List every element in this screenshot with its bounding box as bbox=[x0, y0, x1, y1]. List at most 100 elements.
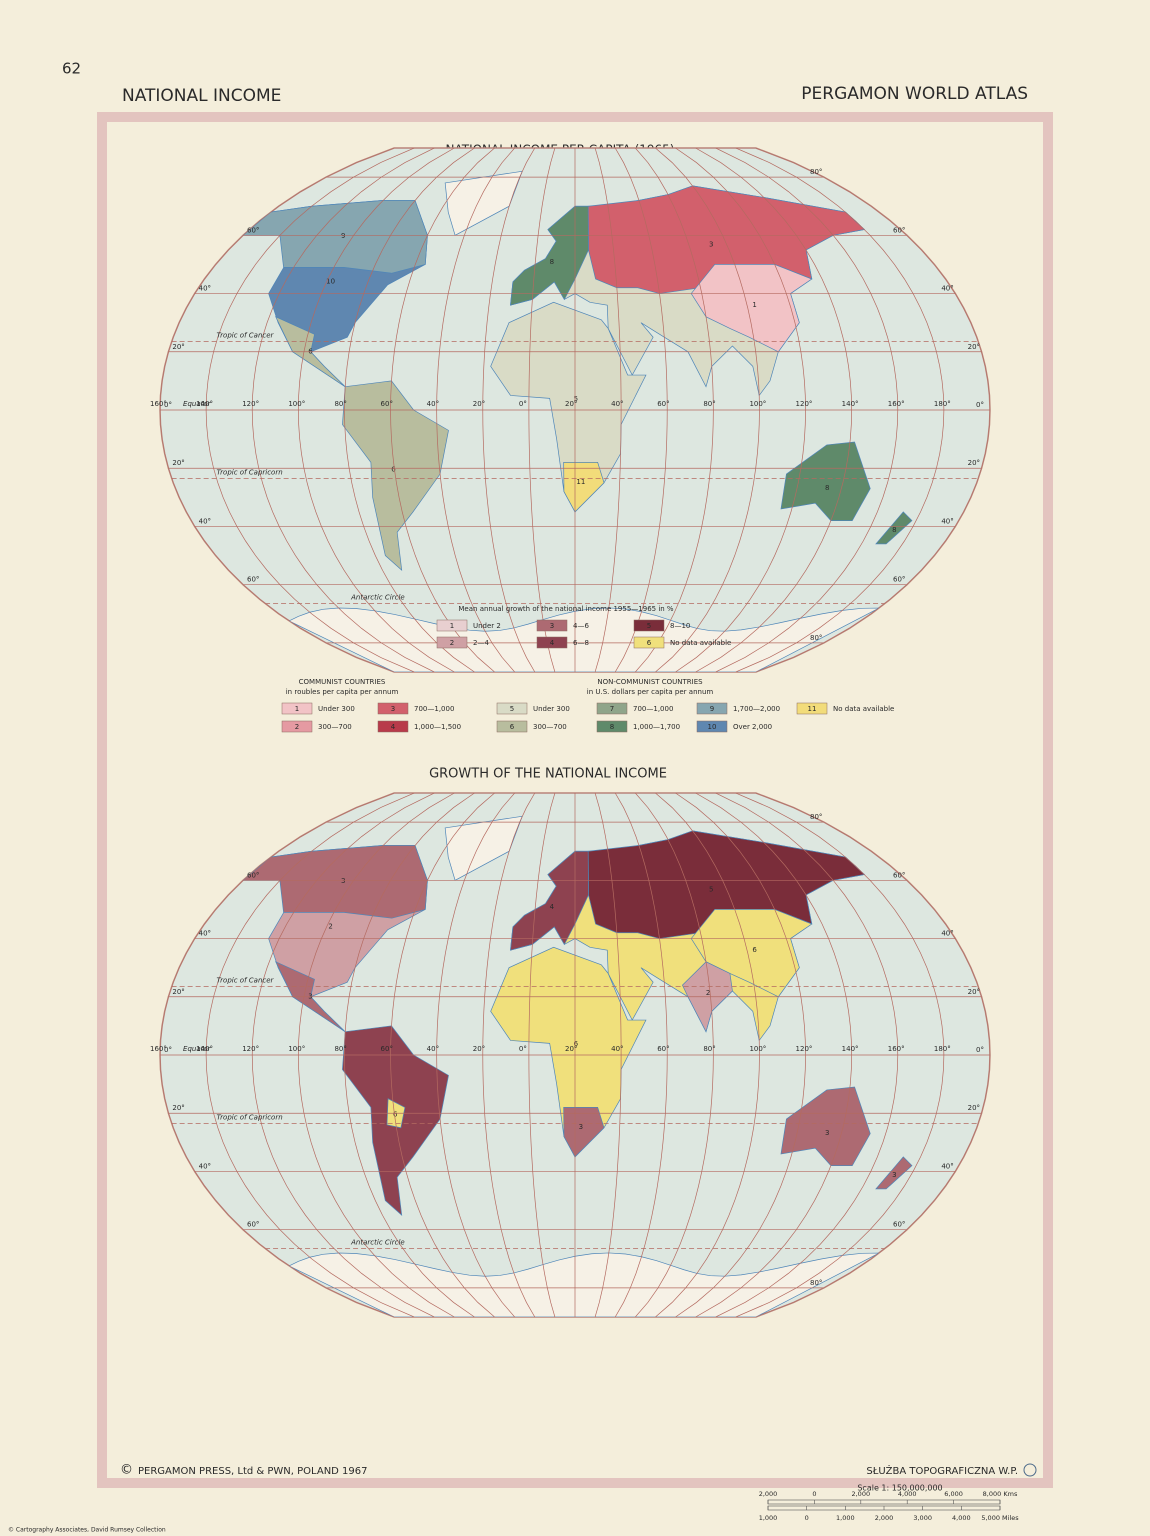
lat-label: 60° bbox=[893, 576, 905, 584]
lat-label: 20° bbox=[968, 1104, 980, 1112]
legend-unit: in U.S. dollars per capita per annum bbox=[587, 688, 714, 696]
lon-label: 20° bbox=[473, 1045, 485, 1053]
meridian bbox=[594, 793, 622, 1317]
scale-mile-label: 0 bbox=[805, 1514, 809, 1522]
lat-label: 60° bbox=[893, 1221, 905, 1229]
lat-label: 60° bbox=[247, 226, 259, 234]
legend-heading: NON-COMMUNIST COUNTRIES bbox=[597, 678, 703, 686]
country-region bbox=[690, 264, 813, 353]
legend-label: 700—1,000 bbox=[414, 705, 454, 713]
meridian bbox=[655, 793, 760, 1317]
meridian bbox=[205, 793, 415, 1317]
parallel-name: Tropic of Capricorn bbox=[216, 468, 282, 476]
parallel-name: Tropic of Cancer bbox=[216, 332, 274, 340]
legend-label: 1,000—1,500 bbox=[414, 723, 461, 731]
scale-mile-label: 2,000 bbox=[875, 1514, 894, 1522]
legend-key: 2 bbox=[450, 639, 454, 647]
meridian bbox=[675, 793, 806, 1317]
world-map: 2334665624633380°60°60°40°40°20°20°0°0°2… bbox=[150, 792, 991, 1318]
parallel-name: Antarctic Circle bbox=[350, 1239, 405, 1247]
region-key: 3 bbox=[892, 1171, 896, 1179]
scale-mile-label: 1,000 bbox=[759, 1514, 778, 1522]
legend-key: 2 bbox=[295, 723, 299, 731]
legend-label: No data available bbox=[670, 639, 731, 647]
lat-label: 60° bbox=[247, 871, 259, 879]
lat-label: 0° bbox=[164, 401, 172, 409]
lon-label: 100° bbox=[749, 400, 766, 408]
lon-label: 60° bbox=[657, 400, 669, 408]
frame bbox=[97, 112, 1053, 1488]
meridian bbox=[735, 148, 945, 672]
parallel-name: Tropic of Capricorn bbox=[216, 1113, 282, 1121]
meridian bbox=[344, 148, 475, 672]
scale-mile-label: 3,000 bbox=[913, 1514, 932, 1522]
lat-label: 20° bbox=[172, 988, 184, 996]
legend-swatch bbox=[796, 702, 828, 715]
lon-label: 160° bbox=[888, 1045, 905, 1053]
scale-km-label: 2,000 bbox=[851, 1490, 870, 1498]
country-region bbox=[875, 1156, 913, 1190]
region-key: 3 bbox=[825, 1129, 829, 1137]
copyright-symbol: © bbox=[120, 1463, 133, 1478]
region-key: 6 bbox=[574, 1040, 579, 1048]
lat-label: 20° bbox=[172, 1104, 184, 1112]
lat-label: 20° bbox=[172, 343, 184, 351]
lon-label: 60° bbox=[381, 400, 393, 408]
region-key: 8 bbox=[892, 526, 896, 534]
legend-swatch bbox=[696, 702, 728, 715]
legend-key: 6 bbox=[510, 723, 515, 731]
region-key: 8 bbox=[825, 484, 829, 492]
legend-swatch bbox=[281, 702, 313, 715]
legend-key: 4 bbox=[550, 639, 555, 647]
meridian bbox=[297, 148, 455, 672]
legend-label: 300—700 bbox=[533, 723, 567, 731]
publisher: PERGAMON PRESS, Ltd & PWN, POLAND 1967 bbox=[138, 1466, 368, 1477]
lat-label: 20° bbox=[968, 343, 980, 351]
lat-label: 40° bbox=[199, 285, 211, 293]
meridian bbox=[594, 148, 622, 672]
lat-label: 20° bbox=[968, 988, 980, 996]
country-region bbox=[444, 815, 523, 881]
meridian bbox=[251, 793, 435, 1317]
lat-label: 80° bbox=[810, 1279, 822, 1287]
meridian bbox=[695, 148, 853, 672]
lon-label: 80° bbox=[703, 1045, 715, 1053]
lon-label: 20° bbox=[473, 400, 485, 408]
meridian bbox=[528, 793, 556, 1317]
meridian bbox=[482, 148, 536, 672]
region-key: 3 bbox=[709, 241, 713, 249]
scale-mile-label: 1,000 bbox=[836, 1514, 855, 1522]
lon-label: 40° bbox=[611, 400, 623, 408]
legend-key: 10 bbox=[708, 723, 717, 731]
lon-label: 120° bbox=[796, 400, 813, 408]
legend-label: 8—10 bbox=[670, 622, 690, 630]
world-map: 1096653185118880°60°60°40°40°20°20°0°0°2… bbox=[150, 147, 991, 673]
lon-label: 80° bbox=[334, 400, 346, 408]
lon-label: 40° bbox=[427, 1045, 439, 1053]
region-key: 1 bbox=[752, 301, 756, 309]
region-key: 6 bbox=[308, 347, 313, 355]
lat-label: 0° bbox=[164, 1046, 172, 1054]
region-key: 5 bbox=[574, 395, 578, 403]
scale-mile-label: 4,000 bbox=[952, 1514, 971, 1522]
lon-label: 100° bbox=[288, 1045, 305, 1053]
lat-label: 40° bbox=[941, 285, 953, 293]
legend-label: Under 300 bbox=[533, 705, 570, 713]
legend-label: 2—4 bbox=[473, 639, 489, 647]
lon-label: 140° bbox=[196, 1045, 213, 1053]
lat-label: 60° bbox=[247, 1221, 259, 1229]
legend-label: Under 2 bbox=[473, 622, 501, 630]
legend-swatch bbox=[536, 636, 568, 649]
legend-label: 700—1,000 bbox=[633, 705, 673, 713]
legend-swatch bbox=[633, 619, 665, 632]
meridian bbox=[528, 148, 556, 672]
lat-label: 40° bbox=[941, 517, 953, 525]
parallel-name: Equator bbox=[183, 1045, 212, 1053]
lat-label: 20° bbox=[968, 459, 980, 467]
country-region bbox=[563, 1107, 605, 1158]
lon-label: 120° bbox=[242, 400, 259, 408]
scale-km-label: 0 bbox=[812, 1490, 816, 1498]
lon-label: 100° bbox=[288, 400, 305, 408]
lon-label: 0° bbox=[519, 1045, 527, 1053]
meridian bbox=[297, 793, 455, 1317]
